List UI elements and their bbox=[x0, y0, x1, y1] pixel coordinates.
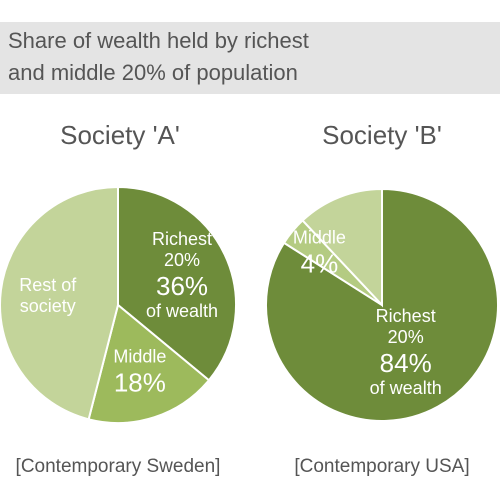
value-label: 36% bbox=[156, 270, 209, 301]
slice-label: Richest 20% 84% of wealth bbox=[366, 306, 446, 398]
value-note: of wealth bbox=[369, 377, 442, 398]
category-label: Middle bbox=[113, 346, 167, 367]
category-label: Rest of society bbox=[19, 275, 77, 317]
value-label: 18% bbox=[113, 367, 166, 398]
title: Share of wealth held by richest bbox=[8, 28, 309, 53]
category-label: Richest 20% bbox=[152, 228, 213, 270]
pie-slice bbox=[117, 185, 237, 382]
slice-label: Middle 18% bbox=[113, 347, 166, 398]
pie-caption: [Contemporary Sweden] bbox=[15, 456, 221, 477]
slice-label: Rest of society bbox=[8, 275, 88, 317]
pie-title: Society 'A' bbox=[60, 120, 180, 150]
pie-slice bbox=[87, 303, 211, 424]
pie-slice bbox=[301, 187, 383, 308]
pie-title: Society 'B' bbox=[322, 120, 442, 150]
value-label: 4% bbox=[300, 248, 339, 279]
slice-label: Middle 4% bbox=[293, 228, 346, 279]
category-label: Middle bbox=[292, 227, 346, 248]
pie-slice bbox=[0, 185, 119, 421]
value-label: 84% bbox=[379, 347, 432, 378]
title: and middle 20% of population bbox=[8, 60, 298, 85]
title-band: Share of wealth held by richest and midd… bbox=[0, 22, 500, 94]
category-label: Richest 20% bbox=[375, 305, 436, 347]
slice-label: Richest 20% 36% of wealth bbox=[142, 229, 222, 321]
value-note: of wealth bbox=[146, 300, 219, 321]
pie-caption: [Contemporary USA] bbox=[294, 456, 470, 477]
